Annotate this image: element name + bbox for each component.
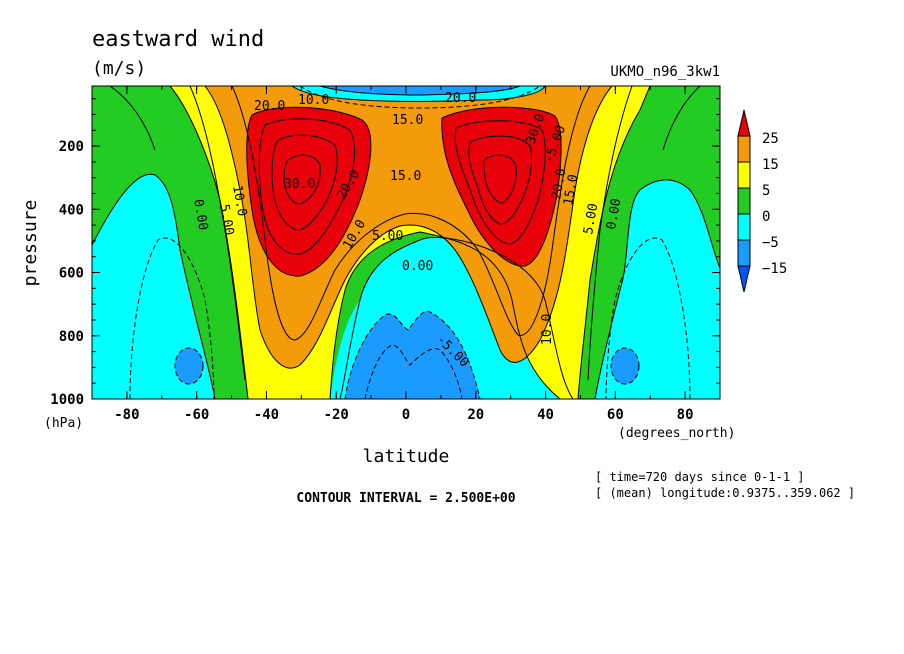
y-tick-label: 600 bbox=[59, 266, 84, 282]
longitude-info: [ (mean) longitude:0.9375..359.062 ] bbox=[595, 486, 855, 500]
colorbar-swatch bbox=[737, 187, 751, 215]
contour-label: 0.00 bbox=[604, 197, 624, 230]
y-tick-label: 400 bbox=[59, 202, 84, 218]
colorbar-swatch bbox=[737, 213, 751, 241]
contour-label: 20.0 bbox=[254, 99, 285, 114]
colorbar-swatch bbox=[737, 135, 751, 163]
negative-contours bbox=[129, 86, 691, 399]
colorbar-label: −15 bbox=[762, 261, 787, 277]
filled-contours bbox=[92, 86, 720, 399]
x-tick-label: -40 bbox=[254, 407, 279, 423]
x-tick-label: 40 bbox=[537, 407, 554, 423]
contour-label: 20.0 bbox=[445, 91, 476, 106]
colorbar-bottom-arrow bbox=[737, 265, 751, 293]
contour-label: 10.0 bbox=[229, 184, 249, 217]
x-axis-unit: (degrees_north) bbox=[618, 426, 735, 441]
y-tick-label: 1000 bbox=[50, 392, 84, 408]
colorbar-top-arrow bbox=[737, 109, 751, 137]
colorbar-label: 15 bbox=[762, 157, 779, 173]
contour-label: 15.0 bbox=[392, 113, 423, 128]
y-tick-label: 200 bbox=[59, 139, 84, 155]
contour-label: 0.00 bbox=[402, 259, 433, 274]
colorbar-label: −5 bbox=[762, 235, 779, 251]
contour-label: 5.00 bbox=[581, 202, 601, 235]
contour-label: 5.00 bbox=[372, 229, 403, 244]
contour-label: 10.0 bbox=[540, 314, 555, 345]
contour-label: 10.0 bbox=[298, 93, 329, 108]
contour-interval: CONTOUR INTERVAL = 2.500E+00 bbox=[296, 491, 515, 506]
contour-lines bbox=[92, 86, 720, 399]
y-axis-label: pressure bbox=[20, 200, 41, 287]
time-info: [ time=720 days since 0-1-1 ] bbox=[595, 470, 805, 484]
x-tick-label: 20 bbox=[467, 407, 484, 423]
x-tick-label: -60 bbox=[184, 407, 209, 423]
x-tick-label: -20 bbox=[324, 407, 349, 423]
colorbar: 25 15 5 0 −5 −15 bbox=[737, 109, 787, 293]
x-axis: -80 -60 -40 -20 0 20 40 60 80 bbox=[91, 86, 721, 423]
x-tick-label: -80 bbox=[114, 407, 139, 423]
contour-label: 15.0 bbox=[561, 173, 581, 206]
chart-title: eastward wind bbox=[92, 27, 264, 52]
colorbar-label: 25 bbox=[762, 131, 779, 147]
contour-label: 30.0 bbox=[284, 177, 315, 192]
contour-label: 15.0 bbox=[390, 169, 421, 184]
colorbar-label: 5 bbox=[762, 183, 770, 199]
x-tick-label: 60 bbox=[607, 407, 624, 423]
y-axis: 200 400 600 800 1000 bbox=[50, 98, 720, 408]
x-axis-label: latitude bbox=[363, 446, 450, 467]
x-tick-label: 0 bbox=[402, 407, 410, 423]
x-tick-label: 80 bbox=[677, 407, 694, 423]
contour-label: 5.00 bbox=[216, 203, 236, 236]
colorbar-label: 0 bbox=[762, 209, 770, 225]
colorbar-swatch bbox=[737, 239, 751, 267]
colorbar-swatch bbox=[737, 161, 751, 189]
contour-label: 0.00 bbox=[190, 198, 210, 231]
y-tick-label: 800 bbox=[59, 329, 84, 345]
contour-label: 20.0 bbox=[549, 167, 569, 200]
model-name: UKMO_n96_3kw1 bbox=[610, 64, 720, 80]
chart-units: (m/s) bbox=[92, 58, 146, 79]
y-axis-unit: (hPa) bbox=[44, 416, 83, 431]
